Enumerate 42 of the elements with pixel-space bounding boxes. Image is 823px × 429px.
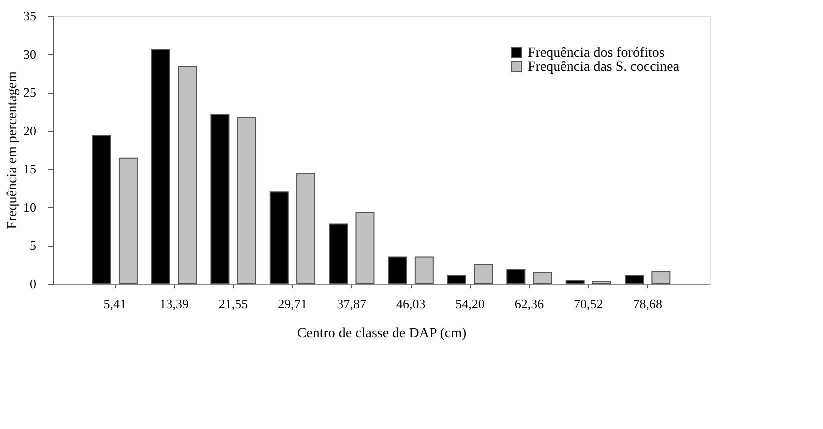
bar	[178, 66, 198, 284]
bar	[210, 114, 230, 284]
x-axis-title: Centro de classe de DAP (cm)	[297, 326, 468, 342]
bar	[447, 275, 466, 284]
bar	[506, 268, 526, 284]
x-tick-label: 37,87	[337, 296, 368, 312]
y-tick-label: 35	[24, 8, 36, 24]
x-tick-label: 5,41	[104, 296, 127, 312]
y-tick-label: 30	[24, 46, 36, 62]
x-tick-label: 54,20	[456, 296, 485, 312]
bar	[296, 173, 316, 284]
bar	[625, 275, 644, 284]
bar	[533, 272, 552, 284]
bar	[414, 256, 434, 284]
x-tick-label: 62,36	[514, 296, 545, 312]
bar	[118, 158, 138, 284]
y-tick-label: 25	[24, 85, 36, 100]
bar	[566, 280, 585, 284]
x-tick-label: 13,39	[160, 296, 189, 312]
y-tick-label: 20	[24, 123, 36, 138]
y-tick-label: 10	[24, 200, 36, 215]
bar	[474, 264, 494, 284]
bar	[356, 212, 375, 284]
y-tick-label: 15	[24, 162, 36, 177]
y-axis-title: Frequência em percentagem	[6, 71, 20, 230]
bar	[237, 117, 256, 284]
bar	[592, 281, 612, 284]
bar	[152, 49, 171, 284]
bar	[92, 134, 112, 284]
bar	[270, 192, 289, 284]
legend-label: Frequência dos forófitos	[528, 46, 665, 61]
y-tick-label: 5	[30, 238, 36, 254]
bar	[652, 271, 671, 284]
bar	[329, 224, 348, 284]
x-tick-label: 70,52	[574, 296, 604, 312]
x-tick-label: 46,03	[396, 296, 426, 312]
x-tick-label: 21,55	[218, 296, 248, 312]
legend-label: Frequência das S. coccinea	[528, 60, 680, 75]
x-tick-label: 29,71	[278, 296, 308, 312]
bar	[388, 256, 408, 284]
y-tick-label: 0	[30, 276, 36, 292]
x-tick-label: 78,68	[633, 296, 662, 312]
